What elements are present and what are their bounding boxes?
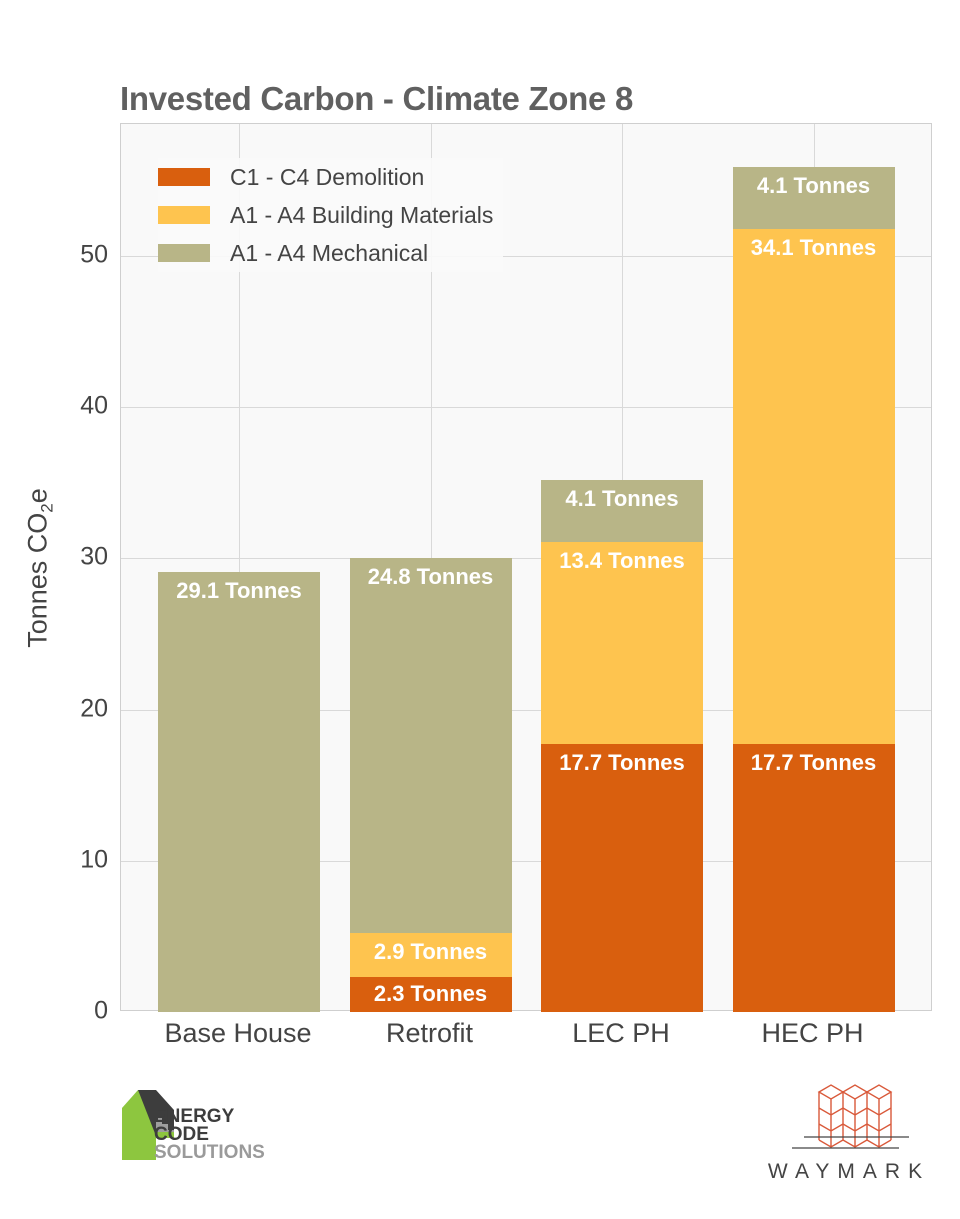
- legend-swatch-demolition: [158, 168, 210, 186]
- legend-label: A1 - A4 Mechanical: [230, 239, 429, 266]
- bar-segment-lec-ph-mechanical: 4.1 Tonnes: [541, 479, 703, 542]
- data-label: 24.8 Tonnes: [367, 564, 494, 590]
- data-label: 2.3 Tonnes: [373, 980, 488, 1006]
- legend-item-mechanical: A1 - A4 Mechanical: [158, 234, 493, 272]
- bar-segment-lec-ph-demolition: 17.7 Tonnes: [541, 744, 703, 1012]
- x-tick-label: Base House: [164, 1018, 312, 1048]
- bar-segment-retrofit-mechanical: 24.8 Tonnes: [349, 558, 512, 934]
- data-label: 17.7 Tonnes: [559, 750, 685, 776]
- waymark-logo: WAYMARK: [764, 1080, 934, 1190]
- gridline-horizontal: [121, 407, 931, 409]
- x-tick-label: HEC PH: [761, 1018, 864, 1048]
- gridline-horizontal: [121, 709, 931, 711]
- y-tick-label: 40: [80, 391, 108, 420]
- y-tick-label: 20: [80, 694, 108, 723]
- legend: C1 - C4 Demolition A1 - A4 Building Mate…: [158, 158, 504, 272]
- plot-area: 29.1 Tonnes 2.3 Tonnes 2.9 Tonnes 24.8 Tonn…: [120, 123, 932, 1012]
- legend-item-demolition: C1 - C4 Demolition: [158, 158, 493, 196]
- gridline-horizontal: [121, 558, 931, 560]
- bar-segment-lec-ph-materials: 13.4 Tonnes: [541, 541, 703, 745]
- legend-label: C1 - C4 Demolition: [230, 163, 425, 190]
- gridline-horizontal: [121, 256, 931, 257]
- bar-segment-base-house-mechanical: 29.1 Tonnes: [158, 572, 320, 1012]
- legend-swatch-mechanical: [158, 244, 210, 262]
- x-tick-label: LEC PH: [572, 1018, 670, 1048]
- legend-item-materials: A1 - A4 Building Materials: [158, 196, 493, 234]
- y-axis-label-main: Tonnes CO: [22, 512, 53, 648]
- legend-label: A1 - A4 Building Materials: [230, 201, 494, 228]
- gridline-horizontal: [121, 860, 931, 862]
- legend-swatch-materials: [158, 206, 210, 224]
- bar-segment-hec-ph-mechanical: 4.1 Tonnes: [732, 166, 895, 229]
- gridline-vertical: [239, 124, 240, 1010]
- data-label: 2.9 Tonnes: [373, 939, 488, 965]
- bar-segment-retrofit-demolition: 2.3 Tonnes: [349, 977, 512, 1012]
- energy-code-solutions-logo: ENERGY CODE SOLUTIONS: [118, 1088, 278, 1168]
- y-tick-label: 50: [80, 240, 108, 269]
- logo-text-energy: ENERGY: [154, 1106, 235, 1127]
- data-label: 4.1 Tonnes: [756, 172, 871, 198]
- bar-segment-hec-ph-materials: 34.1 Tonnes: [732, 228, 895, 745]
- data-label: 4.1 Tonnes: [565, 485, 679, 511]
- y-axis-label-subscript: 2: [37, 503, 57, 513]
- logo-text-code: CODE: [154, 1124, 209, 1145]
- data-label: 34.1 Tonnes: [750, 234, 877, 260]
- logo-text-waymark: WAYMARK: [767, 1160, 931, 1183]
- bar-segment-retrofit-materials: 2.9 Tonnes: [349, 933, 512, 978]
- x-tick-label: Retrofit: [385, 1018, 474, 1048]
- building-blocks-icon: [792, 1084, 909, 1149]
- y-tick-label: 10: [80, 845, 108, 874]
- data-label: 29.1 Tonnes: [176, 578, 302, 603]
- house-icon: [122, 1090, 174, 1160]
- data-label: 13.4 Tonnes: [559, 547, 685, 573]
- y-axis-label-tail: e: [22, 488, 53, 504]
- logo-text-solutions: SOLUTIONS: [154, 1142, 265, 1163]
- bar-segment-hec-ph-demolition: 17.7 Tonnes: [732, 744, 895, 1012]
- chart-title: Invested Carbon - Climate Zone 8: [120, 80, 634, 117]
- y-tick-label: 0: [94, 996, 108, 1025]
- data-label: 17.7 Tonnes: [750, 750, 877, 776]
- y-tick-label: 30: [80, 542, 108, 571]
